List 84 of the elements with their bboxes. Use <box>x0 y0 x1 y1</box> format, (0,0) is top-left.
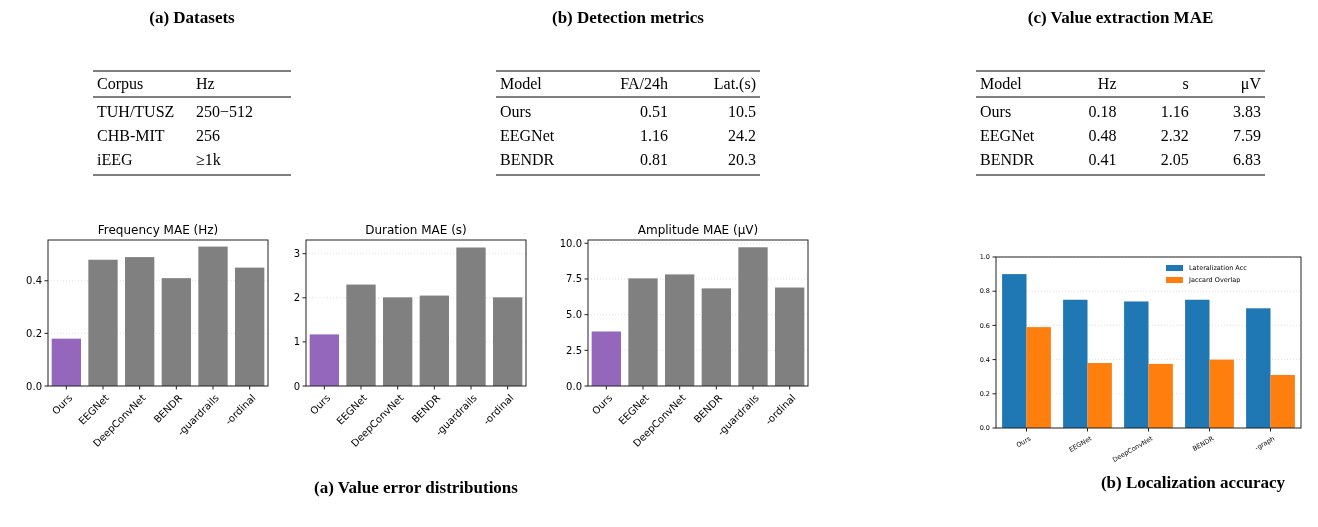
bar <box>1063 299 1088 428</box>
text: (b) Detection metrics <box>552 8 705 27</box>
bar <box>419 295 449 386</box>
bar <box>346 284 376 386</box>
category-label: s <box>1182 75 1189 92</box>
y-tick-label: 0 <box>293 380 300 392</box>
category-label: Corpus <box>97 75 144 93</box>
text: 10.5 <box>728 103 756 120</box>
bar <box>88 259 118 386</box>
bar <box>738 247 768 386</box>
y-tick-label: 2 <box>293 292 300 304</box>
bar <box>701 288 731 386</box>
text: TUH/TUSZ <box>97 103 175 120</box>
text: 0.51 <box>640 103 668 120</box>
text: 6.83 <box>1233 151 1261 168</box>
y-tick-label: 0.0 <box>26 380 42 392</box>
text: 0.18 <box>1088 103 1117 120</box>
bar <box>456 247 486 386</box>
text: 250−512 <box>196 103 254 120</box>
bar <box>1185 299 1210 428</box>
bar <box>51 338 81 386</box>
bar <box>775 287 805 386</box>
y-tick-label: 0.0 <box>566 380 582 392</box>
y-tick-label: 2.5 <box>566 344 582 356</box>
bar <box>628 278 658 386</box>
bar <box>161 278 191 386</box>
text: BENDR <box>980 151 1035 168</box>
text: (b) Localization accuracy <box>1100 473 1286 492</box>
bar <box>1148 363 1173 428</box>
text: Ours <box>980 103 1012 120</box>
y-tick-label: 0.2 <box>26 327 42 339</box>
chart-title: Frequency MAE (Hz) <box>97 223 219 237</box>
text: 0.41 <box>1088 151 1117 168</box>
bar <box>309 334 339 386</box>
bar <box>383 297 413 386</box>
text: 2.32 <box>1160 127 1189 144</box>
bar <box>1002 274 1027 428</box>
text: BENDR <box>500 151 555 168</box>
text: (a) Value error distributions <box>314 478 519 497</box>
bar <box>665 274 695 386</box>
text: 1.16 <box>640 127 668 144</box>
text: 0.48 <box>1088 127 1117 144</box>
bar <box>235 267 265 386</box>
bar <box>1209 359 1234 428</box>
y-tick-label: 5.0 <box>566 309 582 321</box>
text: EEGNet <box>980 127 1035 144</box>
text: 24.2 <box>728 127 756 144</box>
category-label: Hz <box>196 75 215 92</box>
text: 3.83 <box>1233 103 1261 120</box>
category-label: Hz <box>1097 75 1117 92</box>
chart-title: Amplitude MAE (μV) <box>637 223 759 237</box>
text: 1.16 <box>1160 103 1189 120</box>
bar <box>1087 363 1112 428</box>
y-tick-label: 3 <box>293 248 300 260</box>
bar <box>198 246 228 386</box>
text: 20.3 <box>728 151 756 168</box>
bar <box>125 257 155 386</box>
chart-title: Duration MAE (s) <box>365 223 467 237</box>
y-tick-label: 0.4 <box>26 275 42 287</box>
category-label: μV <box>1240 75 1262 93</box>
category-label: FA/24h <box>620 75 668 92</box>
bar <box>1124 301 1149 428</box>
bar <box>1026 327 1051 428</box>
bar <box>493 297 523 386</box>
text: 0.81 <box>640 151 668 168</box>
text: iEEG <box>97 151 133 168</box>
category-label: Model <box>980 75 1023 92</box>
text: Ours <box>500 103 532 120</box>
y-tick-label: 7.5 <box>566 273 582 285</box>
text: (a) Datasets <box>149 8 236 27</box>
bar <box>591 331 621 386</box>
bar <box>1246 308 1271 428</box>
y-tick-label: 10.0 <box>559 237 582 249</box>
category-label: Lat.(s) <box>713 75 756 93</box>
text: CHB-MIT <box>97 127 165 144</box>
text: (c) Value extraction MAE <box>1027 8 1214 27</box>
text: EEGNet <box>500 127 555 144</box>
text: ≥1k <box>196 151 221 168</box>
text: 2.05 <box>1160 151 1189 168</box>
category-label: Model <box>500 75 543 92</box>
text: 7.59 <box>1233 127 1261 144</box>
bar <box>1270 374 1295 428</box>
y-tick-label: 1 <box>293 336 300 348</box>
text: 256 <box>196 127 220 144</box>
